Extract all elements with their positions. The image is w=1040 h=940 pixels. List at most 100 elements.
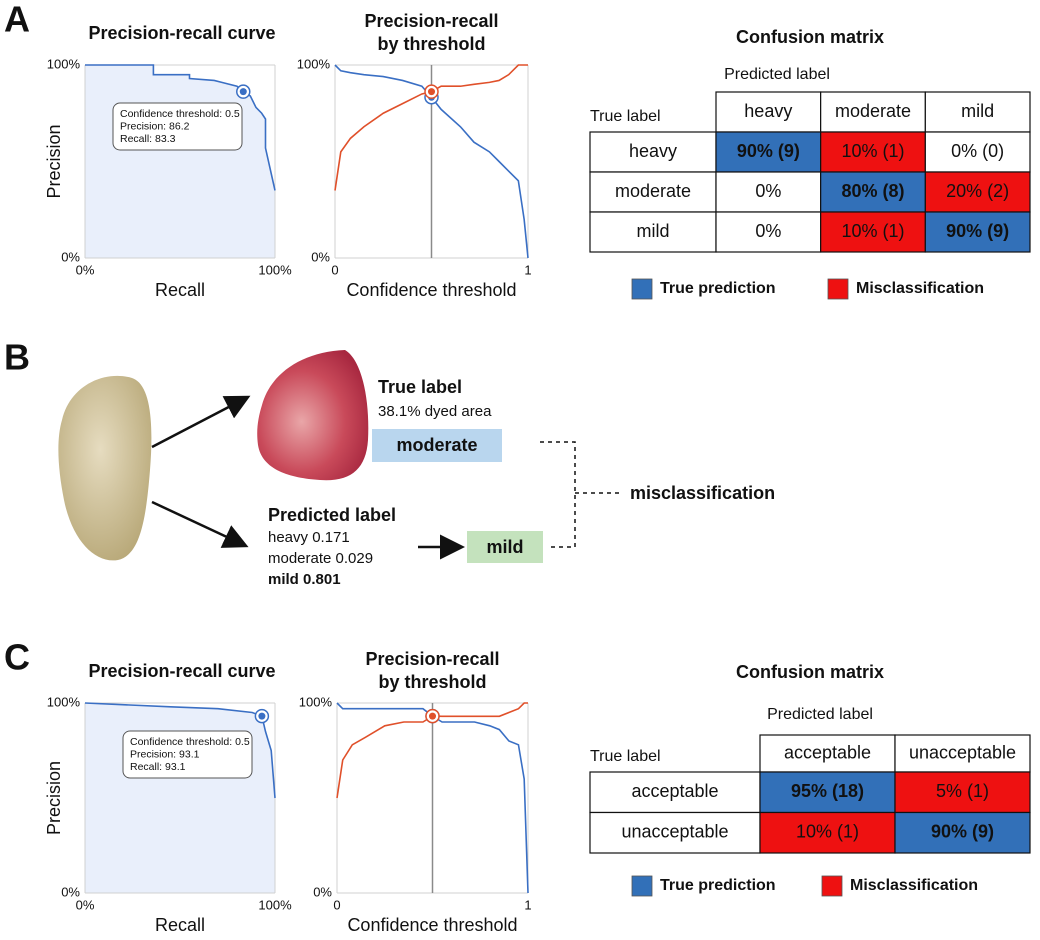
- matrix-cell: [894, 771, 1031, 814]
- matrix-value: 10% (1): [796, 822, 859, 842]
- line: [85, 64, 276, 191]
- column-header: moderate: [835, 101, 911, 121]
- predicted-label: Predicted label: [767, 706, 873, 723]
- legend-swatch: [631, 875, 653, 897]
- matrix-value: 90% (9): [946, 221, 1009, 241]
- matrix-value: 10% (1): [841, 221, 904, 241]
- matrix-value: 0% (0): [951, 141, 1004, 161]
- legend-swatch: [631, 278, 653, 300]
- x-tick-label: 1: [524, 262, 531, 277]
- tooth-photo: [58, 375, 152, 561]
- chart-title: Precision-recall: [364, 11, 498, 31]
- row-header: mild: [636, 221, 669, 241]
- chart-title: by threshold: [377, 34, 485, 54]
- threshold-point-core: [429, 712, 436, 720]
- panel-label: C: [4, 637, 30, 678]
- dyed-area: 38.1% dyed area: [378, 403, 492, 420]
- matrix-value: 90% (9): [737, 141, 800, 161]
- y-tick-label: 0%: [311, 249, 330, 264]
- score: moderate 0.029: [268, 550, 373, 567]
- result: misclassification: [630, 483, 775, 503]
- matrix-value: 95% (18): [791, 781, 864, 801]
- line: [336, 702, 529, 894]
- tooltip-text: Confidence threshold: 0.5: [130, 736, 250, 748]
- matrix-cell: [759, 811, 896, 854]
- row-header: unacceptable: [621, 822, 728, 842]
- highlight-point-core: [239, 88, 247, 96]
- true-label: True label: [378, 377, 462, 397]
- row-header: acceptable: [631, 781, 718, 801]
- predicted-class-box: [467, 531, 543, 563]
- column-header: acceptable: [784, 742, 871, 762]
- column-header-cell: [894, 734, 1031, 773]
- row-header-cell: [589, 811, 761, 854]
- y-tick-label: 100%: [47, 56, 81, 71]
- x-tick-label: 0: [333, 897, 340, 912]
- predicted-class: mild: [486, 537, 523, 557]
- tooltip: [112, 102, 243, 151]
- column-header-cell: [715, 91, 822, 133]
- y-axis-label: Precision: [44, 761, 64, 835]
- y-tick-label: 100%: [299, 694, 333, 709]
- chart-title: Precision-recall curve: [88, 23, 275, 43]
- tooltip-text: Recall: 83.3: [120, 133, 176, 145]
- matrix-value: 0%: [755, 181, 781, 201]
- x-tick-label: 0: [331, 262, 338, 277]
- column-header: unacceptable: [909, 742, 1016, 762]
- line: [334, 64, 529, 259]
- x-axis-label: Recall: [155, 915, 205, 935]
- y-axis-label: Precision: [44, 124, 64, 198]
- legend-label: Misclassification: [856, 280, 984, 297]
- column-header-cell: [759, 734, 896, 773]
- column-header: mild: [961, 101, 994, 121]
- panel-label: A: [4, 0, 30, 40]
- row-header-cell: [589, 131, 717, 173]
- matrix-value: 10% (1): [841, 141, 904, 161]
- panel-label: B: [4, 337, 30, 378]
- x-tick-label: 100%: [258, 897, 292, 912]
- legend-label: Misclassification: [850, 877, 978, 894]
- highlight-point-core: [258, 712, 266, 720]
- legend-swatch: [827, 278, 849, 300]
- legend-label: True prediction: [660, 280, 776, 297]
- y-tick-label: 100%: [47, 694, 81, 709]
- chart-title: Precision-recall: [365, 649, 499, 669]
- chart-title: by threshold: [378, 672, 486, 692]
- score: mild 0.801: [268, 571, 341, 588]
- matrix-cell: [924, 171, 1031, 213]
- tooltip-text: Precision: 86.2: [120, 120, 190, 132]
- x-tick-label: 1: [524, 897, 531, 912]
- row-header-cell: [589, 211, 717, 253]
- matrix-title: Confusion matrix: [736, 662, 884, 682]
- score: heavy 0.171: [268, 529, 350, 546]
- tooltip-text: Confidence threshold: 0.5: [120, 108, 240, 120]
- tooltip-text: Recall: 93.1: [130, 761, 186, 773]
- x-tick-label: 100%: [258, 262, 292, 277]
- predicted-label: Predicted label: [268, 505, 396, 525]
- x-axis-label: Recall: [155, 280, 205, 300]
- column-header: heavy: [744, 101, 792, 121]
- y-tick-label: 0%: [313, 884, 332, 899]
- tooltip: [122, 730, 253, 779]
- true-class: moderate: [396, 435, 477, 455]
- bracket: [540, 441, 622, 548]
- matrix-cell: [924, 211, 1031, 253]
- threshold-point-core: [428, 88, 435, 96]
- y-tick-label: 0%: [61, 884, 80, 899]
- matrix-cell: [715, 131, 822, 173]
- tooltip-text: Precision: 93.1: [130, 748, 200, 760]
- matrix-value: 20% (2): [946, 181, 1009, 201]
- x-tick-label: 0%: [76, 262, 95, 277]
- chart-title: Precision-recall curve: [88, 661, 275, 681]
- row-header-cell: [589, 771, 761, 814]
- y-tick-label: 0%: [61, 249, 80, 264]
- matrix-value: 90% (9): [931, 822, 994, 842]
- y-tick-label: 100%: [297, 56, 331, 71]
- true-label: True label: [590, 108, 661, 125]
- line: [334, 64, 528, 191]
- matrix-cell: [894, 811, 1031, 854]
- dyed-tooth-photo: [257, 350, 369, 481]
- legend-label: True prediction: [660, 877, 776, 894]
